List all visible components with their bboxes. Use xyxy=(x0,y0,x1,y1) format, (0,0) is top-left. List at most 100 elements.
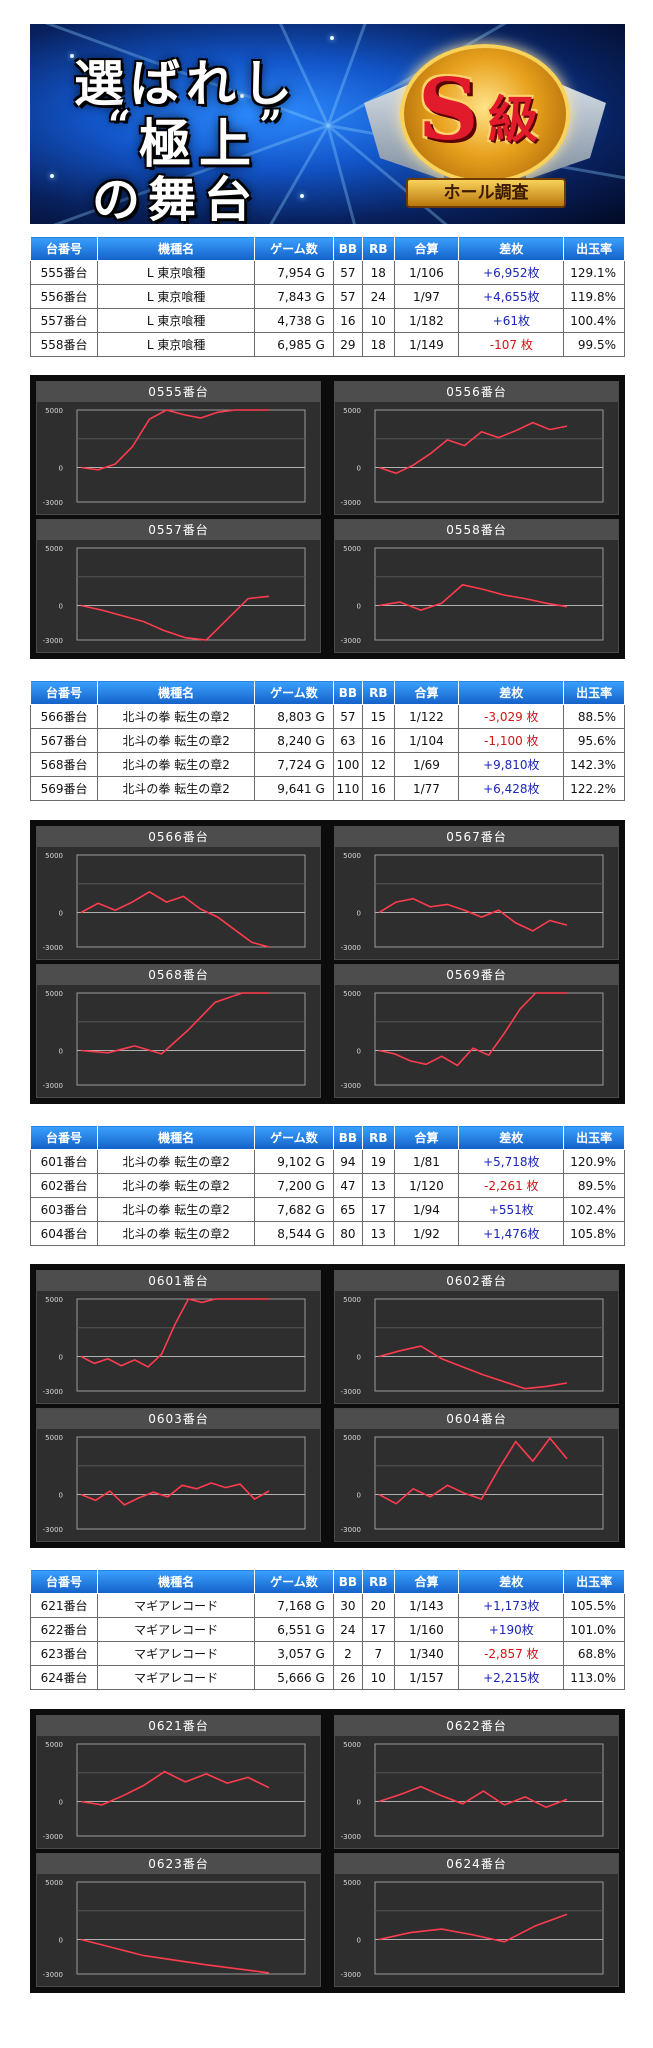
slot-graph: 0567番台 5000 0 -3000 xyxy=(334,826,619,960)
series-line xyxy=(378,1913,568,1943)
cell-bb: 57 xyxy=(332,704,364,729)
cell-bb: 57 xyxy=(332,284,364,309)
series-line xyxy=(80,595,270,641)
graph-title: 0621番台 xyxy=(37,1716,320,1736)
cell-no: 568番台 xyxy=(29,752,99,777)
cell-rate: 142.3% xyxy=(563,752,625,777)
cell-games: 7,954 G xyxy=(254,260,334,285)
graph-panel: 0621番台 5000 0 -3000 0622番台 5000 0 -3000 0623番台 50… xyxy=(30,1709,625,1993)
table-row: 569番台 北斗の拳 転生の章2 9,641 G 110 16 1/77 +6,428枚 12… xyxy=(29,776,625,801)
difference-graph: 5000 0 -3000 xyxy=(341,1879,604,1979)
difference-graph: 5000 0 -3000 xyxy=(341,1296,604,1396)
y-tick-zero: 0 xyxy=(357,1799,361,1807)
grade-badge: S 級 ホール調査 xyxy=(360,30,610,220)
y-tick-zero: 0 xyxy=(59,603,63,611)
cell-no: 558番台 xyxy=(29,332,99,357)
cell-rate: 120.9% xyxy=(563,1149,625,1174)
y-tick-top: 5000 xyxy=(45,1296,63,1304)
cell-games: 7,200 G xyxy=(254,1173,334,1198)
column-header-games: ゲーム数 xyxy=(254,680,334,705)
graph-panel: 0555番台 5000 0 -3000 0556番台 5000 0 -3000 0557番台 50… xyxy=(30,375,625,659)
cell-rb: 17 xyxy=(362,1617,395,1642)
slot-graph: 0623番台 5000 0 -3000 xyxy=(36,1853,321,1987)
column-header-no: 台番号 xyxy=(29,680,99,705)
column-header-bb: BB xyxy=(332,680,364,705)
column-header-bb: BB xyxy=(332,1569,364,1594)
y-tick-bottom: -3000 xyxy=(341,499,361,507)
slot-graph: 0555番台 5000 0 -3000 xyxy=(36,381,321,515)
difference-graph: 5000 0 -3000 xyxy=(341,545,604,645)
column-header-rb: RB xyxy=(362,680,395,705)
cell-model: 北斗の拳 転生の章2 xyxy=(97,704,256,729)
cell-rb: 20 xyxy=(362,1593,395,1618)
slot-graph: 0558番台 5000 0 -3000 xyxy=(334,519,619,653)
cell-rate: 105.8% xyxy=(563,1221,625,1246)
series-line xyxy=(80,1298,269,1368)
column-header-diff: 差枚 xyxy=(458,1569,565,1594)
y-tick-zero: 0 xyxy=(357,910,361,918)
cell-games: 7,168 G xyxy=(254,1593,334,1618)
y-tick-top: 5000 xyxy=(343,407,361,415)
cell-diff: -1,100 枚 xyxy=(458,728,565,753)
column-header-model: 機種名 xyxy=(97,1125,256,1150)
cell-rb: 12 xyxy=(362,752,395,777)
cell-no: 623番台 xyxy=(29,1641,99,1666)
table-row: 568番台 北斗の拳 転生の章2 7,724 G 100 12 1/69 +9,810枚 14… xyxy=(29,752,625,777)
slot-graph: 0568番台 5000 0 -3000 xyxy=(36,964,321,1098)
cell-combined: 1/120 xyxy=(393,1173,460,1198)
cell-combined: 1/157 xyxy=(393,1665,460,1690)
y-tick-bottom: -3000 xyxy=(341,944,361,952)
graph-title: 0624番台 xyxy=(335,1854,618,1874)
cell-games: 6,551 G xyxy=(254,1617,334,1642)
cell-combined: 1/160 xyxy=(393,1617,460,1642)
column-header-no: 台番号 xyxy=(29,1569,99,1594)
cell-rb: 17 xyxy=(362,1197,395,1222)
cell-rb: 13 xyxy=(362,1173,395,1198)
cell-bb: 80 xyxy=(332,1221,364,1246)
graph-title: 0601番台 xyxy=(37,1271,320,1291)
y-tick-zero: 0 xyxy=(59,1799,63,1807)
column-header-games: ゲーム数 xyxy=(254,1569,334,1594)
cell-model: L 東京喰種 xyxy=(97,332,256,357)
difference-graph: 5000 0 -3000 xyxy=(43,407,306,507)
y-tick-top: 5000 xyxy=(343,545,361,553)
cell-rb: 13 xyxy=(362,1221,395,1246)
cell-games: 7,843 G xyxy=(254,284,334,309)
cell-no: 624番台 xyxy=(29,1665,99,1690)
cell-games: 7,682 G xyxy=(254,1197,334,1222)
column-header-rb: RB xyxy=(362,1569,395,1594)
cell-bb: 30 xyxy=(332,1593,364,1618)
cell-games: 8,544 G xyxy=(254,1221,334,1246)
cell-diff: -3,029 枚 xyxy=(458,704,565,729)
plot-frame xyxy=(374,1743,604,1837)
table-row: 603番台 北斗の拳 転生の章2 7,682 G 65 17 1/94 +551枚 102.4… xyxy=(29,1197,625,1222)
cell-combined: 1/122 xyxy=(393,704,460,729)
column-header-no: 台番号 xyxy=(29,1125,99,1150)
graph-title: 0569番台 xyxy=(335,965,618,985)
column-header-diff: 差枚 xyxy=(458,680,565,705)
plot-frame xyxy=(76,1298,306,1392)
table-row: 623番台 マギアレコード 3,057 G 2 7 1/340 -2,857 枚 68.8% xyxy=(29,1641,625,1666)
cell-rate: 99.5% xyxy=(563,332,625,357)
banner-title-line-1: 選ばれし xyxy=(74,54,298,113)
column-header-diff: 差枚 xyxy=(458,236,565,261)
y-tick-bottom: -3000 xyxy=(43,637,63,645)
series-line xyxy=(378,992,567,1067)
column-header-combined: 合算 xyxy=(393,1569,460,1594)
cell-combined: 1/81 xyxy=(393,1149,460,1174)
banner-title-line-3: の舞台 xyxy=(92,172,261,224)
cell-bb: 100 xyxy=(332,752,364,777)
cell-rb: 15 xyxy=(362,704,395,729)
cell-games: 7,724 G xyxy=(254,752,334,777)
y-tick-top: 5000 xyxy=(343,852,361,860)
cell-combined: 1/97 xyxy=(393,284,460,309)
cell-games: 9,102 G xyxy=(254,1149,334,1174)
badge-ribbon: ホール調査 xyxy=(406,178,566,208)
difference-graph: 5000 0 -3000 xyxy=(43,1741,306,1841)
difference-graph: 5000 0 -3000 xyxy=(43,545,306,645)
y-tick-top: 5000 xyxy=(45,1879,63,1887)
cell-rate: 113.0% xyxy=(563,1665,625,1690)
cell-diff: -107 枚 xyxy=(458,332,565,357)
cell-rb: 16 xyxy=(362,728,395,753)
